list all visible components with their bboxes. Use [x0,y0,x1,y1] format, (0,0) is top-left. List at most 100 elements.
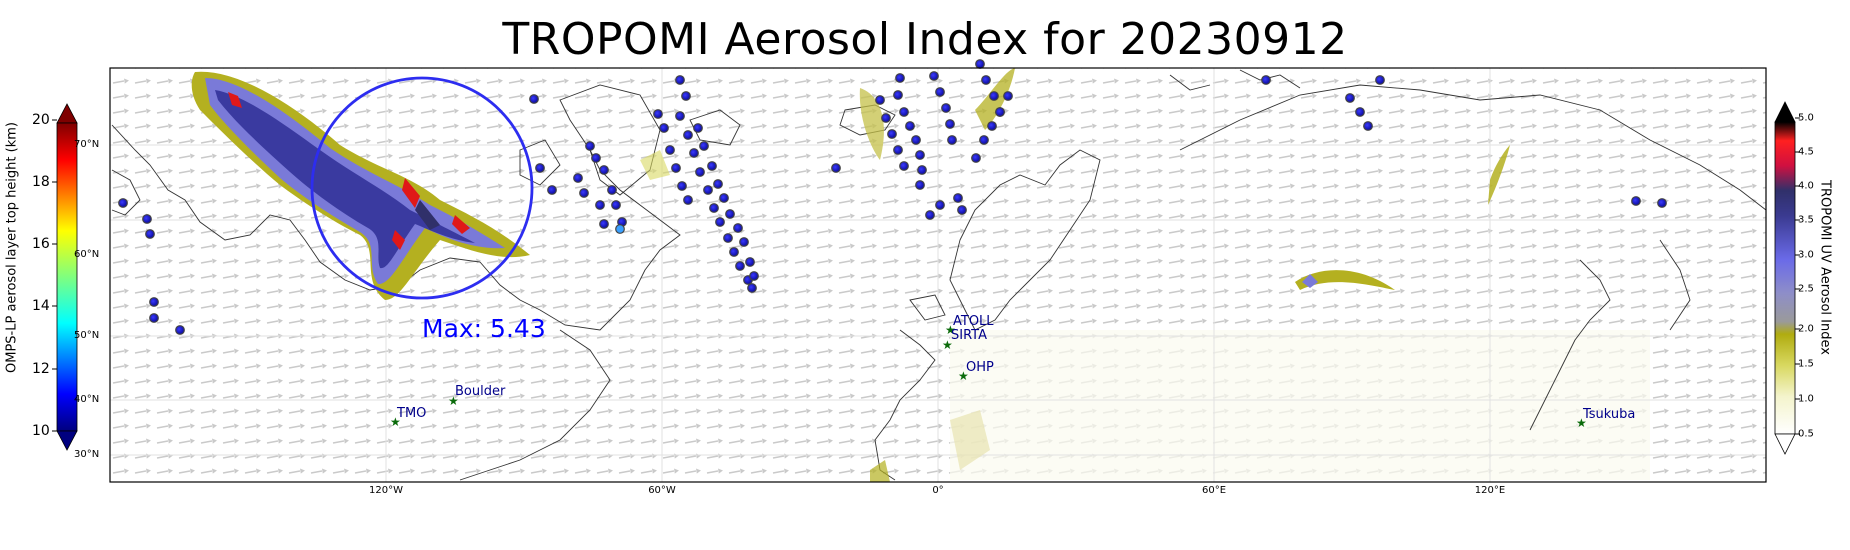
site-marker: ★ [1576,416,1587,430]
omps-lp-dot [989,91,999,101]
right-colorbar-title: TROPOMI UV Aerosol Index [1817,180,1833,355]
right-colorbar-tick: 2.5 [1798,283,1814,295]
omps-lp-dot [681,91,691,101]
omps-lp-dot [915,180,925,190]
lon-label: 120°E [1474,485,1506,496]
omps-lp-dot [713,179,723,189]
omps-lp-dot [905,121,915,131]
site-markers: ★ ★ ★ ★ ★ ★ [390,323,1587,430]
right-colorbar-tick: 1.0 [1798,393,1814,405]
omps-lp-dot [689,148,699,158]
omps-lp-dot [699,141,709,151]
max-aerosol-circle [310,76,534,300]
site-label-atoll: ATOLL [953,314,994,329]
max-aerosol-label: Max: 5.43 [422,314,546,343]
omps-lp-dot [1345,93,1355,103]
omps-lp-dot [935,200,945,210]
omps-lp-dot [709,203,719,213]
site-marker: ★ [942,338,953,352]
omps-lp-dot [895,73,905,83]
site-label-sirta: SIRTA [951,328,987,343]
omps-lp-dot [579,188,589,198]
left-colorbar-tick: 16 [32,236,50,252]
omps-lp-dot [703,185,713,195]
lon-label: 120°W [369,485,403,496]
omps-lp-dot [675,111,685,121]
omps-lp-dot [142,214,152,224]
omps-lp-dot [671,163,681,173]
omps-lp-dot [995,107,1005,117]
omps-lp-dot [735,261,745,271]
omps-lp-dot [118,198,128,208]
omps-lp-dot [535,163,545,173]
omps-lp-dot [665,145,675,155]
omps-lp-dot [739,237,749,247]
right-colorbar-tick: 0.5 [1798,428,1814,440]
omps-lp-dot [947,135,957,145]
site-marker: ★ [448,394,459,408]
omps-lp-dot [917,165,927,175]
omps-lp-dot [945,119,955,129]
omps-lp-dot [915,150,925,160]
omps-lp-dot [733,223,743,233]
omps-lp-dot [145,229,155,239]
omps-lp-dot [953,193,963,203]
right-colorbar-tick: 3.0 [1798,249,1814,261]
omps-lp-dot [707,161,717,171]
omps-lp-dot [981,75,991,85]
omps-lp-dot [831,163,841,173]
omps-lp-dot [653,109,663,119]
omps-lp-dot [887,129,897,139]
omps-lp-dot [611,200,621,210]
omps-lp-dot [591,153,601,163]
right-colorbar-tick: 1.5 [1798,358,1814,370]
left-colorbar [52,103,78,451]
site-label-tmo: TMO [397,406,427,421]
omps-lp-dot [881,113,891,123]
omps-lp-dot [149,297,159,307]
omps-lp-dot [929,71,939,81]
coastlines [111,69,1767,481]
left-colorbar-tick: 10 [32,423,50,439]
lon-label: 0° [932,485,944,496]
lon-label: 60°E [1201,485,1227,496]
omps-lp-dot [899,107,909,117]
lat-label: 30°N [74,449,100,460]
omps-lp-dot [725,209,735,219]
omps-lp-dot [547,185,557,195]
omps-lp-dot [683,130,693,140]
right-colorbar-tick: 4.0 [1798,180,1814,192]
omps-lp-dot [1363,121,1373,131]
omps-lp-dot [893,145,903,155]
omps-lp-dot [595,200,605,210]
omps-lp-dot [893,90,903,100]
omps-lp-dot [585,141,595,151]
left-colorbar-title: OMPS-LP aerosol layer top height (km) [4,122,20,373]
omps-lp-dot [175,325,185,335]
omps-lp-dot [747,283,757,293]
omps-lp-dot [875,95,885,105]
omps-lp-dot [149,313,159,323]
omps-lp-dot [715,217,725,227]
site-marker: ★ [390,415,401,429]
left-colorbar-tick: 12 [32,361,50,377]
omps-lp-dot [745,257,755,267]
aerosol-plume [191,71,530,300]
site-label-ohp: OHP [966,360,994,375]
omps-lp-dot [911,135,921,145]
omps-lp-dot [975,59,985,69]
map-border [109,67,1767,483]
omps-lp-dot [749,271,759,281]
omps-lp-dot [925,210,935,220]
omps-lp-dot [607,185,617,195]
omps-lp-dot [1261,75,1271,85]
right-colorbar-tick: 2.0 [1798,323,1814,335]
site-label-boulder: Boulder [455,384,506,399]
omps-lp-dot [1003,91,1013,101]
omps-lp-dot [723,233,733,243]
omps-lp-dot [599,165,609,175]
lat-label: 50°N [74,330,100,341]
left-colorbar-tick: 20 [32,112,50,128]
lon-label: 60°W [648,485,676,496]
